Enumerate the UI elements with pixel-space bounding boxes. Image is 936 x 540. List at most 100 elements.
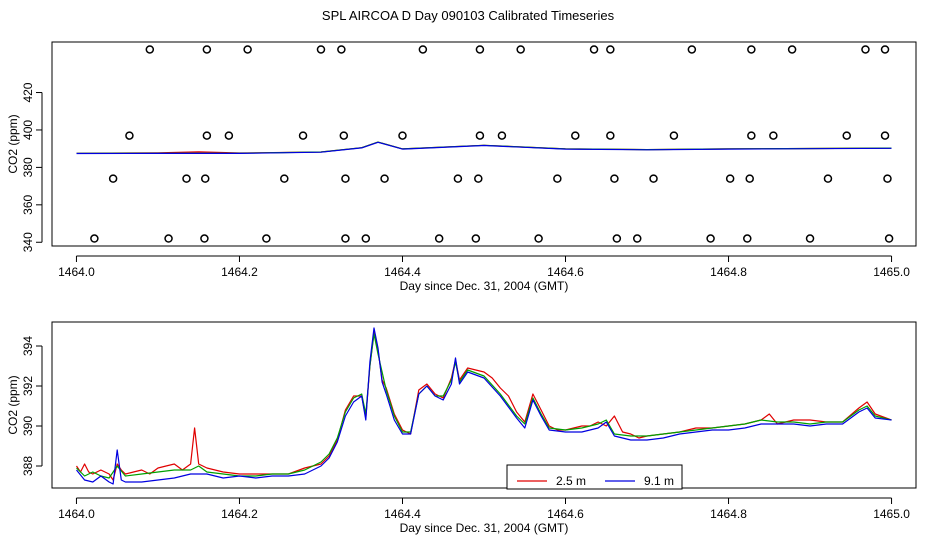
series-line-9-1-m	[76, 327, 892, 485]
y-tick-label: 400	[21, 120, 35, 140]
x-axis-label: Day since Dec. 31, 2004 (GMT)	[400, 521, 569, 535]
chart-legend: 2.5 m 9.1 m	[506, 464, 683, 490]
data-point-marker	[316, 45, 326, 54]
data-point-marker	[534, 234, 543, 243]
y-tick-label: 390	[21, 416, 35, 436]
data-point-marker	[589, 45, 599, 54]
data-point-marker	[398, 131, 407, 140]
data-point-marker	[884, 234, 894, 243]
x-tick-label: 1464.0	[58, 507, 95, 521]
data-point-marker	[339, 131, 349, 140]
data-point-marker	[164, 234, 173, 243]
x-tick-label: 1464.4	[384, 507, 421, 521]
data-point-marker	[606, 45, 615, 54]
series-line-blue	[76, 141, 892, 155]
data-point-marker	[745, 174, 754, 183]
data-point-marker	[823, 174, 833, 183]
legend-box	[506, 464, 683, 490]
data-point-marker	[453, 174, 463, 183]
data-point-marker	[200, 234, 209, 243]
y-tick-label: 392	[21, 376, 35, 396]
legend-label: 2.5 m	[556, 474, 586, 488]
data-point-marker	[298, 131, 308, 140]
y-tick-label: 394	[21, 336, 35, 356]
data-point-marker	[145, 45, 155, 54]
data-point-marker	[725, 174, 735, 183]
data-point-marker	[341, 174, 350, 183]
data-point-marker	[861, 45, 870, 54]
data-point-marker	[747, 131, 756, 140]
data-point-marker	[606, 131, 615, 140]
data-point-marker	[475, 131, 485, 140]
data-point-marker	[747, 45, 756, 54]
y-tick-label: 340	[21, 232, 35, 252]
data-point-marker	[361, 234, 371, 243]
data-point-marker	[571, 131, 580, 140]
data-point-marker	[787, 45, 797, 54]
data-point-marker	[337, 45, 346, 54]
x-tick-label: 1464.0	[58, 265, 95, 279]
data-point-marker	[842, 131, 851, 140]
data-point-marker	[474, 174, 483, 183]
x-tick-label: 1464.6	[547, 507, 584, 521]
data-point-marker	[883, 174, 892, 183]
data-point-marker	[475, 45, 485, 54]
bottom-panel: 1464.0 1464.2 1464.4 1464.6 1464.8 1465.0 Day …	[6, 321, 917, 535]
data-point-marker	[90, 234, 99, 243]
data-point-marker	[108, 174, 118, 183]
data-point-marker	[769, 131, 778, 140]
top-panel: 1464.0 1464.2 1464.4 1464.6 1464.8 1465.0 Day …	[6, 41, 917, 293]
y-axis-label: CO2 (ppm)	[6, 114, 20, 173]
y-tick-label: 388	[21, 456, 35, 476]
data-point-marker	[243, 45, 252, 54]
data-point-marker	[880, 131, 890, 140]
data-point-marker	[805, 234, 815, 243]
data-point-marker	[224, 131, 234, 140]
data-point-marker	[516, 45, 525, 54]
x-tick-label: 1464.2	[221, 507, 258, 521]
y-tick-label: 380	[21, 157, 35, 177]
data-point-marker	[880, 45, 890, 54]
data-point-marker	[553, 174, 562, 183]
series-line-2-5-m	[76, 331, 892, 481]
data-point-marker	[687, 45, 697, 54]
data-point-marker	[669, 131, 679, 140]
x-tick-label: 1465.0	[873, 265, 910, 279]
data-point-marker	[471, 234, 481, 243]
chart-title: SPL AIRCOA D Day 090103 Calibrated Times…	[321, 8, 615, 23]
data-point-marker	[200, 174, 210, 183]
x-tick-label: 1464.8	[710, 507, 747, 521]
x-tick-label: 1465.0	[873, 507, 910, 521]
data-point-marker	[280, 174, 289, 183]
data-point-marker	[610, 174, 619, 183]
y-axis-label: CO2 (ppm)	[6, 375, 20, 434]
data-point-marker	[743, 234, 752, 243]
x-tick-label: 1464.6	[547, 265, 584, 279]
series-line-red	[76, 141, 892, 154]
data-point-marker	[202, 131, 212, 140]
legend-label: 9.1 m	[644, 474, 674, 488]
series-line-green	[76, 333, 892, 479]
data-point-marker	[182, 174, 191, 183]
data-point-marker	[706, 234, 715, 243]
data-point-marker	[497, 131, 507, 140]
data-point-marker	[262, 234, 271, 243]
data-point-marker	[202, 45, 212, 54]
plot-frame	[51, 41, 917, 247]
data-point-marker	[380, 174, 389, 183]
x-tick-label: 1464.4	[384, 265, 421, 279]
data-point-marker	[341, 234, 350, 243]
data-point-marker	[612, 234, 622, 243]
plot-frame	[51, 321, 917, 489]
x-tick-label: 1464.2	[221, 265, 258, 279]
data-point-marker	[125, 131, 134, 140]
data-point-marker	[418, 45, 428, 54]
x-axis-label: Day since Dec. 31, 2004 (GMT)	[400, 279, 569, 293]
x-tick-label: 1464.8	[710, 265, 747, 279]
y-tick-label: 360	[21, 194, 35, 214]
data-point-marker	[649, 174, 658, 183]
y-tick-label: 420	[21, 82, 35, 102]
data-point-marker	[434, 234, 444, 243]
data-point-marker	[632, 234, 642, 243]
